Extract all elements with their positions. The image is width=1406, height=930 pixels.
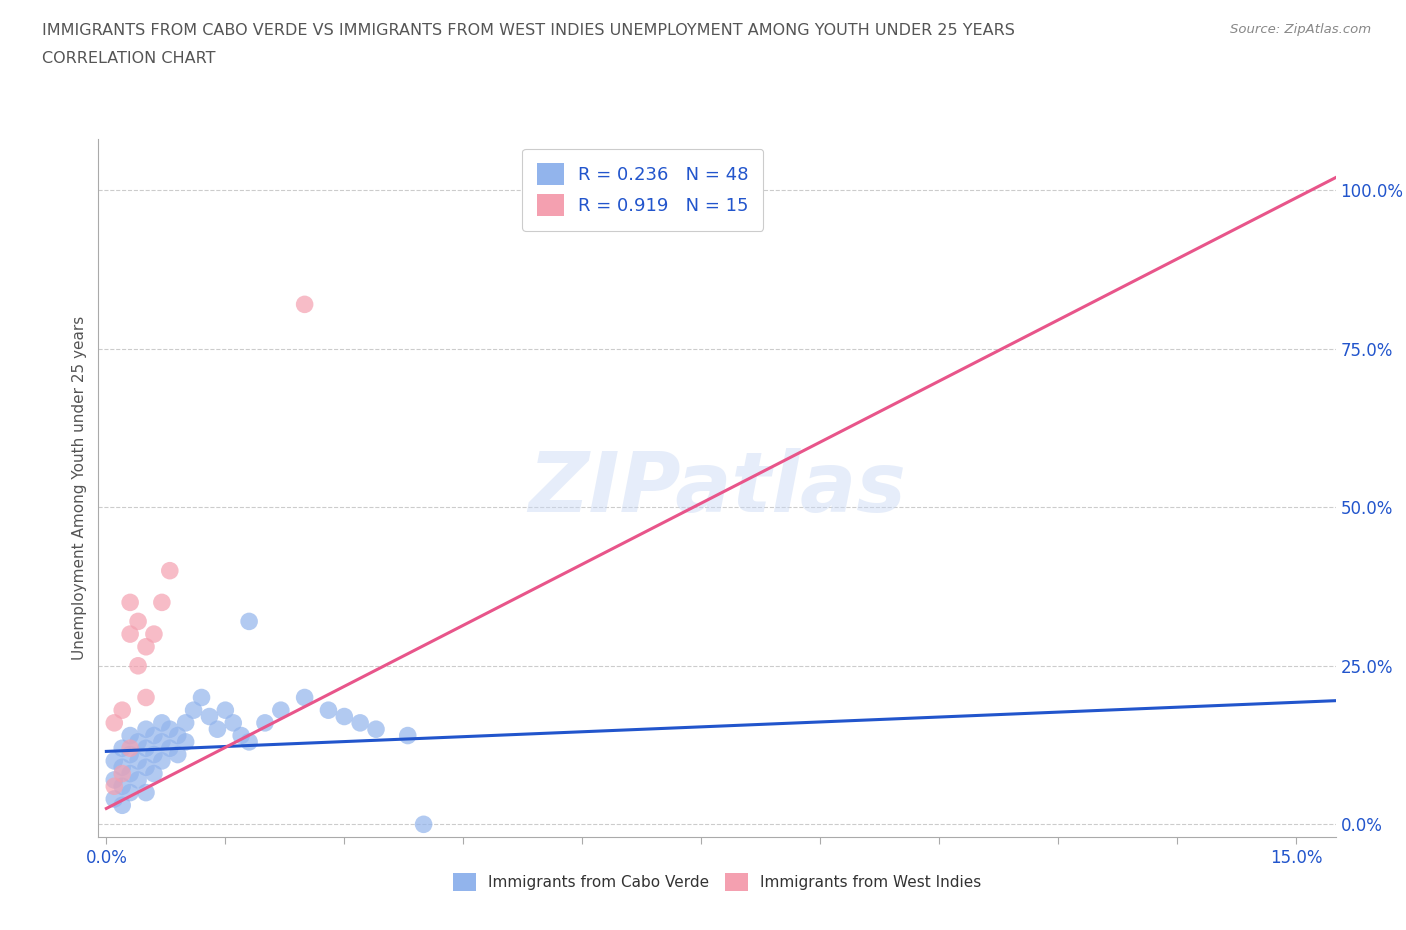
Point (142, 627, 165, 642)
Point (364, 722, 387, 737)
Point (190, 690, 212, 705)
Point (150, 595, 173, 610)
Text: Source: ZipAtlas.com: Source: ZipAtlas.com (1230, 23, 1371, 36)
Point (103, 715, 125, 730)
Point (127, 614, 149, 629)
Point (111, 766, 134, 781)
Point (127, 753, 149, 768)
Point (135, 722, 157, 737)
Point (103, 753, 125, 768)
Point (120, 766, 142, 781)
Y-axis label: Unemployment Among Youth under 25 years: Unemployment Among Youth under 25 years (72, 316, 87, 660)
Point (198, 709, 221, 724)
Text: IMMIGRANTS FROM CABO VERDE VS IMMIGRANTS FROM WEST INDIES UNEMPLOYMENT AMONG YOU: IMMIGRANTS FROM CABO VERDE VS IMMIGRANTS… (42, 23, 1015, 38)
Point (214, 703, 236, 718)
Point (222, 715, 245, 730)
Point (120, 627, 142, 642)
Point (174, 735, 197, 750)
Point (166, 728, 188, 743)
Point (120, 728, 142, 743)
Point (135, 760, 157, 775)
Point (270, 703, 292, 718)
Point (135, 690, 157, 705)
Legend: Immigrants from Cabo Verde, Immigrants from West Indies: Immigrants from Cabo Verde, Immigrants f… (446, 865, 988, 899)
Point (396, 728, 419, 743)
Text: ZIPatlas: ZIPatlas (529, 447, 905, 529)
Point (135, 639, 157, 654)
Point (174, 715, 197, 730)
Point (150, 735, 173, 750)
Point (238, 735, 260, 750)
Point (207, 722, 229, 737)
Point (294, 297, 316, 312)
Point (159, 741, 181, 756)
Point (238, 614, 260, 629)
Point (183, 703, 205, 718)
Text: CORRELATION CHART: CORRELATION CHART (42, 51, 215, 66)
Point (120, 785, 142, 800)
Point (135, 741, 157, 756)
Point (166, 747, 188, 762)
Point (127, 658, 149, 673)
Point (253, 715, 276, 730)
Point (111, 778, 134, 793)
Point (111, 741, 134, 756)
Point (150, 753, 173, 768)
Point (103, 791, 125, 806)
Point (142, 728, 165, 743)
Point (111, 703, 134, 718)
Point (349, 715, 371, 730)
Point (120, 595, 142, 610)
Point (150, 715, 173, 730)
Point (159, 722, 181, 737)
Point (127, 735, 149, 750)
Point (142, 766, 165, 781)
Point (120, 747, 142, 762)
Point (142, 747, 165, 762)
Point (333, 709, 356, 724)
Point (127, 773, 149, 788)
Point (111, 798, 134, 813)
Point (294, 690, 316, 705)
Point (318, 703, 340, 718)
Point (103, 778, 125, 793)
Point (412, 817, 434, 831)
Point (159, 564, 181, 578)
Point (111, 760, 134, 775)
Point (103, 773, 125, 788)
Point (120, 741, 142, 756)
Point (231, 728, 253, 743)
Point (135, 785, 157, 800)
